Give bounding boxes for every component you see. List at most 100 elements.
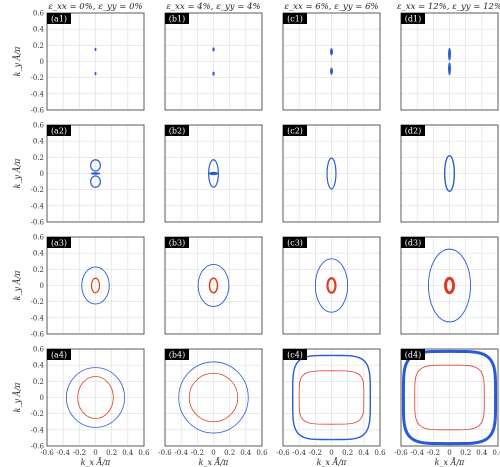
panel-label-bg [165,125,189,136]
contour-blue-1 [428,248,471,323]
y-tick-label: -0.6 [31,219,45,227]
panel-label-bg [165,349,189,360]
y-axis-label: k_y Å/π [13,158,22,188]
panel-frame [46,124,145,223]
panel-frame [400,236,499,335]
panel-a3: (a3) -0.6 -0.4 -0.2 0 0.2 0.4 0.6 k_y Å/π [13,234,145,339]
panel-label: (b4) [169,351,185,360]
x-axis-label: k_x Å/π [435,458,465,467]
panel-frame [400,348,499,447]
panel-b2: (b2) [164,124,263,223]
y-tick-label: -0.2 [31,186,45,194]
y-tick-label: -0.4 [31,426,45,434]
y-tick-label: 0.4 [33,250,45,258]
panel-frame [46,12,145,111]
panel-label-bg [283,349,307,360]
y-tick-label: -0.6 [31,331,45,339]
x-tick-label: -0.6 [276,449,290,457]
panel-d1: (d1) [400,12,499,111]
y-tick-label: 0.2 [33,42,44,50]
panel-label-bg [401,13,425,24]
panel-label: (c3) [287,239,303,248]
y-tick-label: 0.4 [33,362,45,370]
y-axis-label: k_y Å/π [13,382,22,412]
contour-blue-3 [90,172,101,175]
contour-red-2 [298,370,365,425]
panel-frame [46,348,145,447]
panel-label: (a4) [51,351,67,360]
y-tick-label: 0 [40,58,44,66]
contour-blue-2 [90,175,101,188]
column-title-1: ε_xx = 0%, ε_yy = 0% [48,2,142,12]
x-tick-label: 0 [329,449,333,457]
x-tick-label: -0.6 [158,449,172,457]
contour-red-2 [443,276,456,295]
x-tick-label: -0.4 [292,449,306,457]
x-tick-label: -0.6 [40,449,54,457]
panel-label-bg [283,13,307,24]
panel-a1: (a1) -0.6 -0.4 -0.2 0 0.2 0.4 0.6 k_y Å/π [13,10,145,115]
x-tick-label: -0.2 [191,449,205,457]
y-tick-label: -0.6 [31,443,45,451]
panel-label: (a2) [51,127,67,136]
panel-b4: (b4) -0.6 -0.4 -0.2 0 0.2 0.4 0.6 k_x Å/π [158,348,268,467]
panel-label: (d4) [405,351,421,360]
panel-label-bg [401,125,425,136]
panel-frame [164,348,263,447]
x-tick-label: 0.4 [476,449,488,457]
panel-label: (d2) [405,127,421,136]
panel-label-bg [401,237,425,248]
contour-blue-1 [66,367,126,428]
contour-blue-2 [330,67,333,75]
contour-blue-2 [94,72,97,76]
panel-label-bg [283,125,307,136]
x-tick-label: -0.4 [56,449,70,457]
y-tick-label: 0.6 [33,346,45,354]
panel-c4: (c4) -0.6 -0.4 -0.2 0 0.2 0.4 0.6 k_x Å/π [276,348,386,467]
panel-c2: (c2) [282,124,381,223]
panel-label-bg [283,237,307,248]
contour-blue-1 [443,155,456,192]
contour-red-2 [208,277,219,294]
y-tick-label: 0.2 [33,154,44,162]
panel-label: (b2) [169,127,185,136]
panel-label-bg [165,237,189,248]
panel-d2: (d2) [400,124,499,223]
y-axis-label: k_y Å/π [13,46,22,76]
x-tick-label: 0.2 [106,449,117,457]
contour-red-2 [326,277,337,294]
panel-label-bg [47,237,71,248]
x-tick-label: -0.4 [410,449,424,457]
panel-label: (c1) [287,15,303,24]
panel-label: (a1) [51,15,67,24]
panel-d3: (d3) [400,236,499,335]
y-tick-label: 0 [40,170,44,178]
x-tick-label: 0 [93,449,97,457]
panel-frame [400,124,499,223]
contour-red-2 [90,277,101,294]
contour-blue-2 [212,71,215,76]
panel-frame [164,12,263,111]
y-tick-label: 0.4 [33,138,45,146]
y-tick-label: 0.4 [33,26,45,34]
panel-frame [164,124,263,223]
x-axis-label: k_x Å/π [81,458,111,467]
x-tick-label: 0.2 [224,449,235,457]
panel-label: (d3) [405,239,421,248]
contour-blue-1 [448,47,451,61]
y-tick-label: -0.4 [31,90,45,98]
x-tick-label: 0.4 [122,449,134,457]
x-tick-label: -0.2 [427,449,441,457]
panel-c3: (c3) [282,236,381,335]
panel-b3: (b3) [164,236,263,335]
panel-d4: (d4) -0.6-0.4-0.2 0 0.2 0.4 0.6 k_x Å/π [394,348,500,467]
x-tick-label: 0.4 [358,449,370,457]
panel-frame [282,236,381,335]
y-tick-label: -0.2 [31,298,45,306]
y-axis-label: k_y Å/π [13,270,22,300]
column-title-3: ε_xx = 6%, ε_yy = 6% [284,2,378,12]
contour-blue-1 [81,266,110,305]
x-tick-label: 0 [447,449,451,457]
x-tick-label: 0.6 [138,449,150,457]
